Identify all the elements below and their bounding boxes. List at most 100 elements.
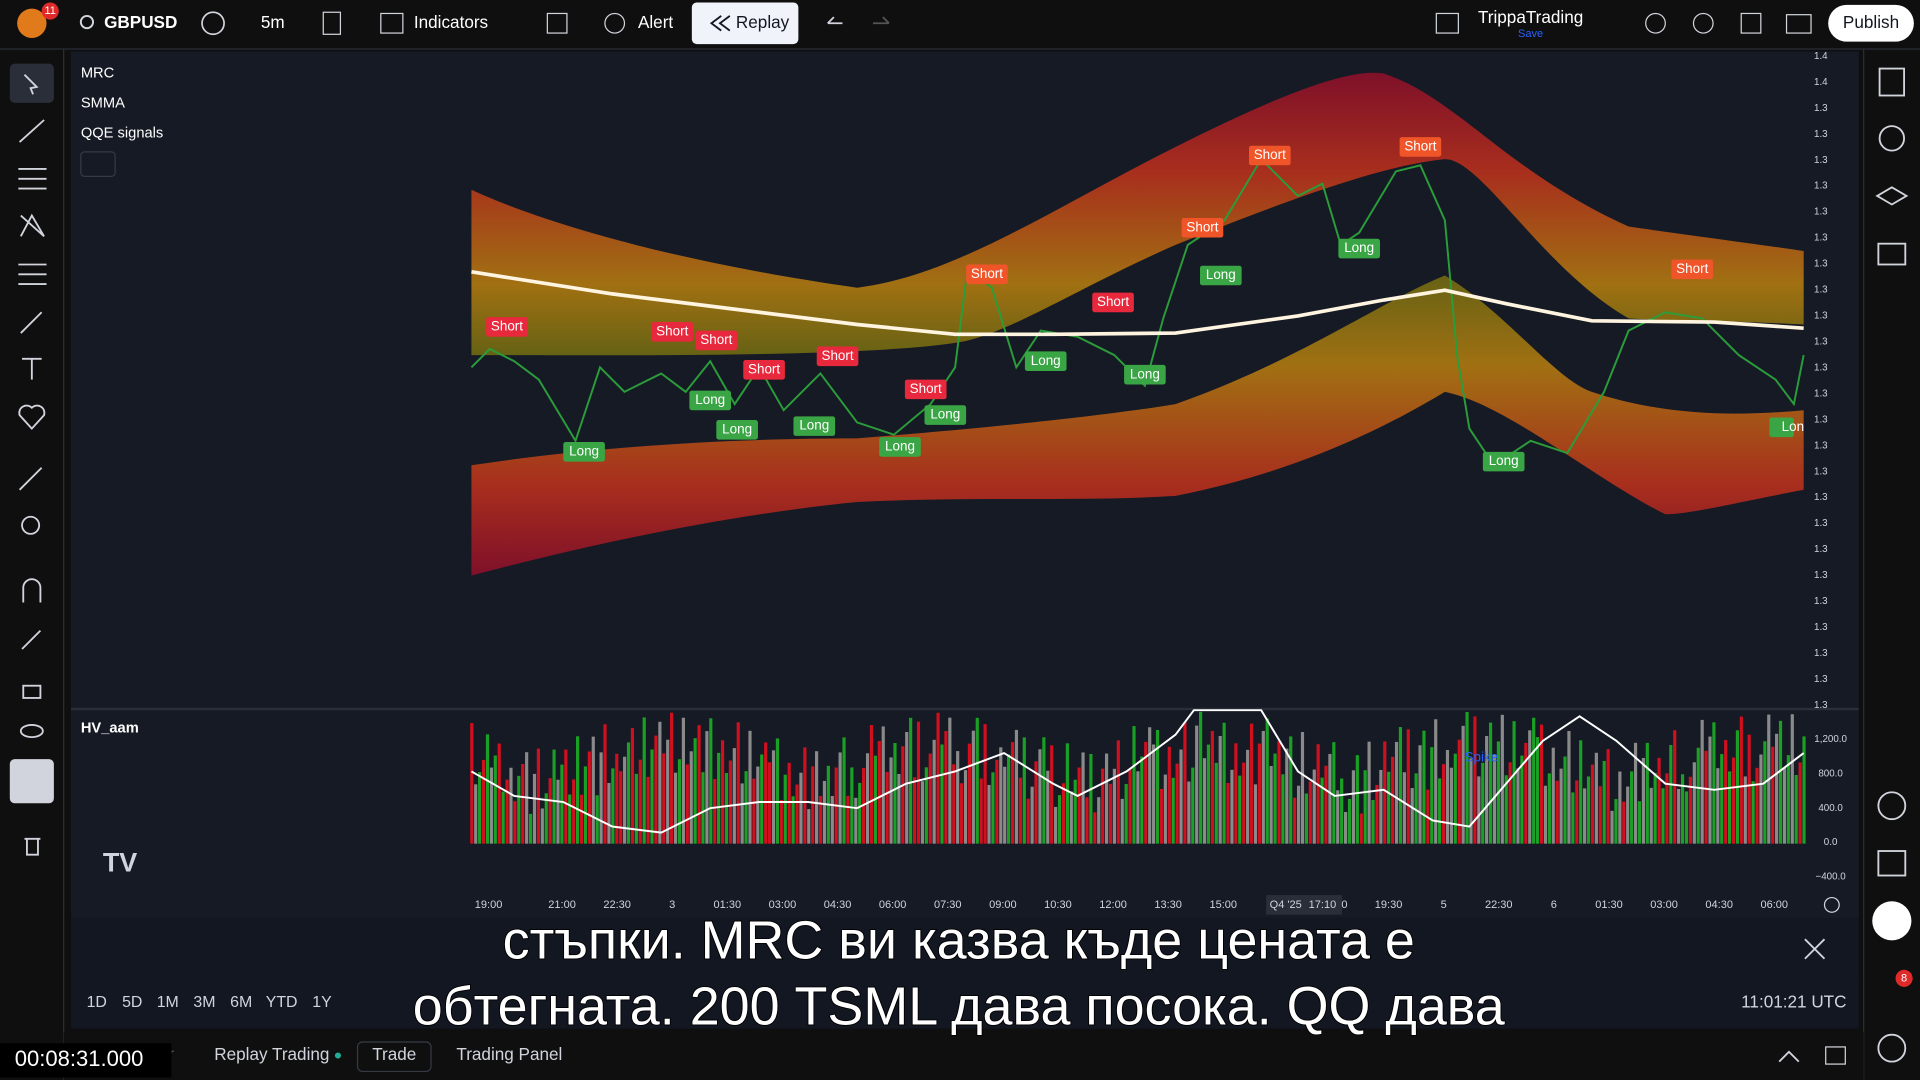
hv-bar bbox=[1065, 743, 1069, 844]
signal-badge bbox=[1482, 451, 1525, 472]
hv-bar bbox=[940, 744, 944, 844]
brush-tool[interactable] bbox=[20, 311, 43, 334]
indicator-legend[interactable]: SMMA bbox=[81, 95, 125, 111]
range-btn[interactable]: 3M bbox=[193, 994, 215, 1011]
ruler-tool[interactable] bbox=[18, 467, 43, 491]
icons-tool[interactable] bbox=[18, 404, 46, 430]
hv-bar bbox=[1543, 785, 1548, 844]
account-name[interactable]: TrippaTrading bbox=[1478, 7, 1583, 27]
layout-checkbox[interactable] bbox=[1435, 12, 1459, 34]
signal-label: Short bbox=[821, 348, 853, 363]
trade-tab-bg[interactable] bbox=[356, 1041, 432, 1073]
hv-bar bbox=[642, 717, 646, 844]
redo-btn[interactable] bbox=[873, 16, 890, 25]
chat-btn[interactable] bbox=[1877, 242, 1907, 266]
indicators-btn[interactable]: Indicators bbox=[414, 12, 488, 32]
hv-bar bbox=[807, 809, 811, 844]
zoom-tool[interactable] bbox=[21, 515, 41, 535]
close-subtitle[interactable] bbox=[1804, 938, 1826, 960]
subtitle: обтегната. 200 TSML дава посока. QQ дава bbox=[413, 976, 1505, 1036]
range-btn[interactable]: YTD bbox=[266, 994, 298, 1011]
hv-bar bbox=[623, 756, 627, 844]
watchlist-btn[interactable] bbox=[1878, 67, 1905, 97]
bottom-tab[interactable]: Trading Panel bbox=[456, 1044, 562, 1064]
link-tool[interactable] bbox=[9, 759, 54, 804]
publish-btn[interactable]: Publish bbox=[1843, 12, 1899, 32]
timestamp-bg bbox=[0, 1043, 172, 1078]
range-btn[interactable]: 1M bbox=[157, 994, 179, 1011]
quick-search[interactable] bbox=[1645, 12, 1666, 34]
alerts-btn[interactable] bbox=[1878, 125, 1905, 152]
alert-btn[interactable]: Alert bbox=[638, 12, 673, 32]
replay-bg[interactable] bbox=[691, 2, 799, 45]
indicator-legend[interactable]: MRC bbox=[81, 65, 115, 81]
hv-bar bbox=[1422, 730, 1426, 844]
text-tool[interactable] bbox=[22, 357, 42, 380]
layouts-btn[interactable] bbox=[546, 12, 568, 34]
help-btn[interactable] bbox=[1877, 1033, 1907, 1063]
price-label: 1.3 bbox=[1814, 103, 1828, 114]
signal-badge bbox=[1181, 217, 1224, 238]
signal-badge bbox=[966, 264, 1008, 285]
interval[interactable]: 5m bbox=[261, 12, 285, 32]
snapshot-btn[interactable] bbox=[1785, 14, 1812, 34]
fullscreen-btn[interactable] bbox=[1740, 12, 1762, 34]
collapse-panel[interactable] bbox=[1778, 1050, 1800, 1063]
layers-btn[interactable] bbox=[1875, 186, 1909, 206]
signal-label: Short bbox=[910, 381, 942, 396]
hv-bar bbox=[1042, 737, 1046, 844]
symbol[interactable]: GBPUSD bbox=[104, 12, 177, 32]
bottom-tab[interactable]: Trade bbox=[372, 1044, 416, 1064]
range-btn[interactable]: 5D bbox=[122, 994, 142, 1011]
hv-axis-label: 400.0 bbox=[1818, 803, 1843, 814]
time-label: 21:00 bbox=[548, 899, 576, 911]
hv-bar bbox=[815, 751, 819, 844]
calendar-btn[interactable] bbox=[1877, 850, 1907, 877]
hv-bar bbox=[1665, 773, 1669, 844]
hv-legend[interactable]: HV_aam bbox=[81, 720, 139, 736]
signal-label: Short bbox=[1404, 139, 1436, 154]
replay-dot bbox=[334, 1052, 342, 1059]
hv-bar bbox=[1375, 784, 1379, 844]
add-symbol[interactable] bbox=[201, 11, 225, 36]
publish-bg[interactable] bbox=[1828, 4, 1914, 42]
range-btn[interactable]: 6M bbox=[230, 994, 252, 1011]
hide-tool[interactable] bbox=[19, 723, 44, 739]
hv-bar bbox=[1304, 793, 1308, 844]
price-label: 1.3 bbox=[1814, 233, 1828, 244]
forecast-tool[interactable] bbox=[18, 263, 47, 285]
delete-tool[interactable] bbox=[24, 837, 41, 856]
collapse-legend[interactable] bbox=[80, 151, 116, 177]
hv-bar bbox=[544, 793, 548, 844]
badge-count: 11 bbox=[44, 5, 55, 17]
maximize-panel[interactable] bbox=[1825, 1046, 1846, 1065]
pattern-tool[interactable] bbox=[20, 213, 45, 238]
hv-bar bbox=[912, 777, 917, 844]
target-btn[interactable] bbox=[1877, 791, 1907, 821]
undo-btn[interactable] bbox=[827, 16, 843, 25]
line-tool[interactable] bbox=[18, 119, 45, 143]
replay-btn[interactable]: Replay bbox=[736, 12, 790, 32]
bottom-tab[interactable]: Replay Trading bbox=[214, 1044, 329, 1064]
cursor-tool[interactable] bbox=[23, 74, 39, 95]
save-label[interactable]: Save bbox=[1518, 28, 1543, 40]
indicator-legend[interactable]: QQE signals bbox=[81, 125, 163, 141]
range-btn[interactable]: 1Y bbox=[312, 994, 332, 1011]
magnet-tool[interactable] bbox=[22, 578, 42, 603]
hv-bar bbox=[1167, 746, 1171, 844]
draw-mode-tool[interactable] bbox=[21, 629, 42, 650]
fib-tool[interactable] bbox=[18, 168, 47, 190]
apps-btn[interactable] bbox=[1872, 901, 1912, 941]
lock-tool[interactable] bbox=[22, 684, 42, 699]
avatar[interactable] bbox=[17, 8, 47, 38]
hv-bar bbox=[1249, 723, 1254, 844]
hv-bar bbox=[975, 717, 979, 844]
price-label: 1.3 bbox=[1814, 362, 1828, 373]
range-btn[interactable]: 1D bbox=[87, 994, 107, 1011]
hv-bar bbox=[1414, 773, 1418, 844]
axis-settings[interactable] bbox=[1823, 896, 1840, 913]
chart-type-btn[interactable] bbox=[322, 11, 342, 35]
hv-bar bbox=[560, 764, 564, 844]
settings-btn[interactable] bbox=[1692, 12, 1714, 34]
